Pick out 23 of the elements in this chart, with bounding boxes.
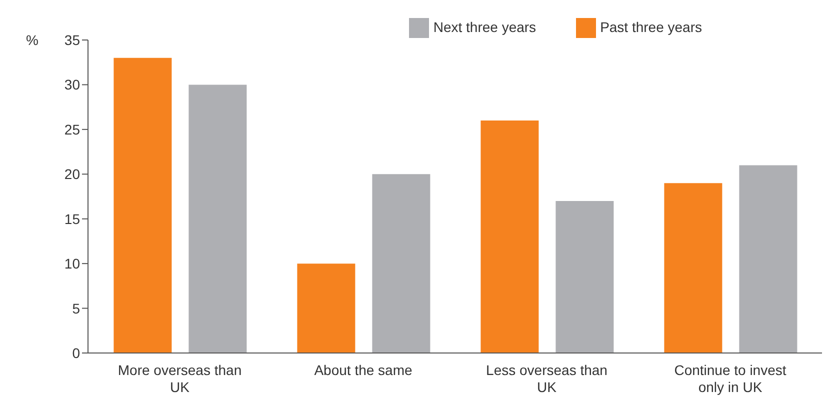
bar [739,165,798,353]
y-tick-label: 35 [64,32,80,48]
bar [297,264,356,353]
bar [114,58,172,353]
y-tick-label: 10 [64,256,80,272]
x-tick-label: About the same [314,362,412,378]
x-tick-label: Continue to invest only in UK [674,362,786,395]
bar [480,120,539,353]
y-tick-label: 20 [64,166,80,182]
y-tick-label: 5 [72,300,80,316]
y-tick-label: 25 [64,121,80,138]
x-tick-label: More overseas than UK [118,362,242,395]
y-axis-title: % [26,32,38,48]
y-tick-label: 30 [64,76,80,93]
bar [372,174,430,353]
y-tick-label: 0 [72,344,80,361]
x-tick-label: Less overseas than UK [486,362,608,395]
bar [188,84,247,353]
y-tick-label: 15 [64,210,80,227]
bar [664,183,722,353]
legend-label: Next three years [433,18,536,35]
legend-label: Past three years [600,18,702,35]
bar [556,200,614,353]
